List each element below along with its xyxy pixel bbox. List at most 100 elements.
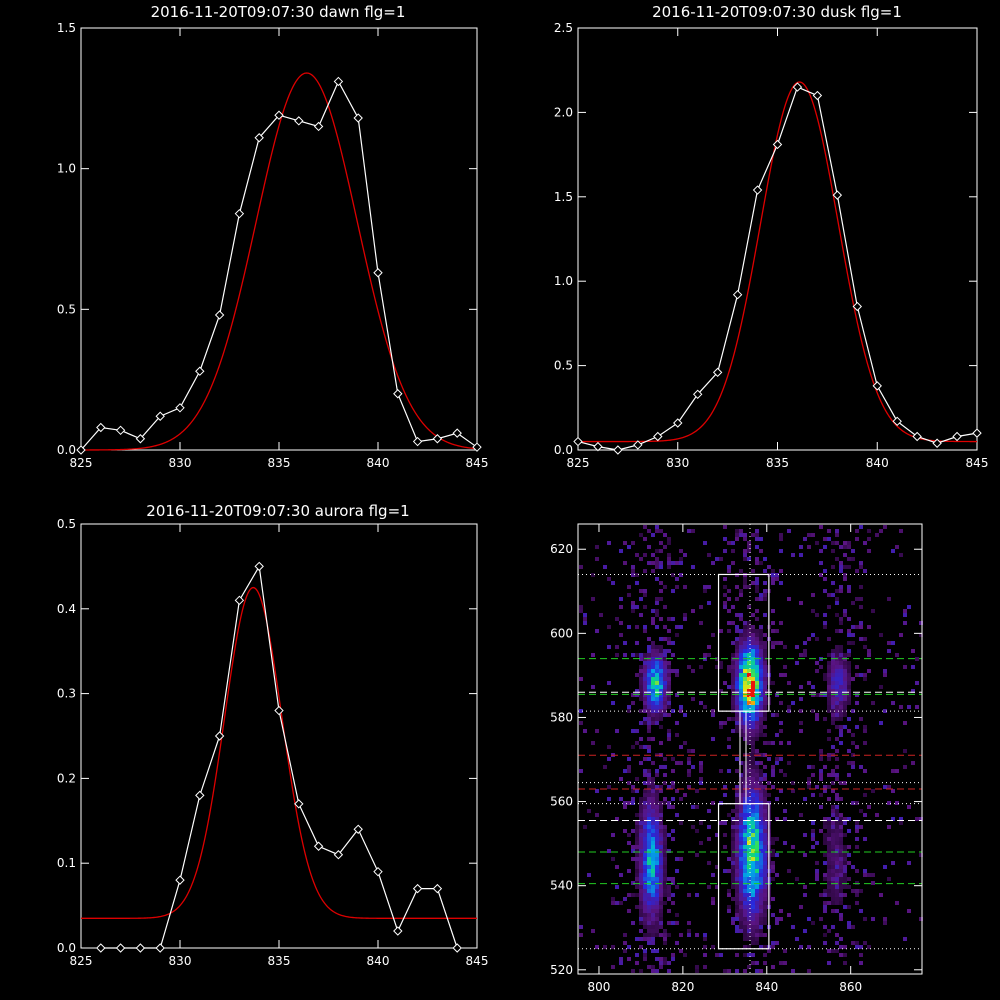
heatmap-cell [755,857,759,861]
heatmap-cell [747,661,751,665]
heatmap-cell [751,713,755,717]
heatmap-cell [623,561,627,565]
heatmap-cell [847,633,851,637]
dawn-data-point [432,434,443,444]
heatmap-cell [687,529,691,533]
heatmap-cell [659,905,663,909]
heatmap-cell [839,617,843,621]
heatmap-cell [611,901,615,905]
heatmap-cell [627,781,631,785]
heatmap-cell [895,545,899,549]
heatmap-cell [839,717,843,721]
heatmap-cell [831,549,835,553]
heatmap-cell [659,661,663,665]
heatmap-cell [635,825,639,829]
heatmap-cell [747,953,751,957]
heatmap-cell [835,737,839,741]
heatmap-cell [751,705,755,709]
heatmap-cell [651,673,655,677]
heatmap-cell [739,897,743,901]
heatmap-cell [631,921,635,925]
heatmap-cell [767,757,771,761]
heatmap-cell [815,785,819,789]
heatmap-cell [839,729,843,733]
heatmap-cell [763,785,767,789]
heatmap-cell [739,633,743,637]
heatmap-cell [735,629,739,633]
heatmap-cell [651,925,655,929]
heatmap-cell [755,913,759,917]
heatmap-cell [679,561,683,565]
heatmap-cell [659,909,663,913]
heatmap-cell [639,929,643,933]
heatmap-cell [691,765,695,769]
heatmap-cell [879,633,883,637]
heatmap-cell [731,865,735,869]
heatmap-cell [847,677,851,681]
heatmap-cell [735,685,739,689]
heatmap-cell [643,593,647,597]
heatmap-cell [731,681,735,685]
heatmap-cell [739,693,743,697]
heatmap-cell [831,669,835,673]
heatmap-cell [803,797,807,801]
heatmap-cell [699,605,703,609]
heatmap-cell [647,817,651,821]
heatmap-cell [671,881,675,885]
heatmap-cell [731,825,735,829]
heatmap-cell [831,773,835,777]
heatmap-cell [747,541,751,545]
heatmap-cell [731,653,735,657]
heatmap-cell [739,881,743,885]
heatmap-cell [639,685,643,689]
heatmap-cell [639,597,643,601]
heatmap-cell [671,641,675,645]
aurora-data-point [393,926,403,936]
heatmap-cell [667,701,671,705]
heatmap-cell [855,537,859,541]
heatmap-cell [659,673,663,677]
heatmap-cell [751,641,755,645]
heatmap-cell [751,717,755,721]
heatmap-cell [763,665,767,669]
heatmap-cell [655,881,659,885]
heatmap-cell [671,561,675,565]
heatmap-cell [847,905,851,909]
dusk-xtick-label: 835 [766,456,789,470]
heatmap-cell [623,641,627,645]
heatmap-cell [635,905,639,909]
heatmap-cell [663,673,667,677]
heatmap-cell [843,877,847,881]
heatmap-cell [639,869,643,873]
heatmap-cell [819,769,823,773]
heatmap-cell [843,669,847,673]
heatmap-cell [839,657,843,661]
heatmap-cell [863,569,867,573]
heatmap-cell [771,577,775,581]
heatmap-cell [843,833,847,837]
heatmap-cell [759,645,763,649]
heatmap-cell [751,653,755,657]
heatmap-cell [791,969,795,973]
heatmap-cell [639,665,643,669]
heatmap-cell [655,873,659,877]
heatmap-cell [611,581,615,585]
heatmap-cell [823,673,827,677]
heatmap-cell [739,849,743,853]
heatmap-cell [739,901,743,905]
heatmap-cell [855,837,859,841]
heatmap-cell [731,665,735,669]
heatmap-cell [639,805,643,809]
heatmap-cell [847,701,851,705]
heatmap-cell [659,817,663,821]
heatmap-cell [839,701,843,705]
heatmap-cell [647,877,651,881]
heatmap-cell [775,817,779,821]
heatmap-cell [655,769,659,773]
heatmap-cell [755,969,759,973]
heatmap-cell [655,773,659,777]
aurora-data-point [115,943,126,953]
heatmap-cell [635,553,639,557]
heatmap-cell [715,833,719,837]
heatmap-cell [855,801,859,805]
